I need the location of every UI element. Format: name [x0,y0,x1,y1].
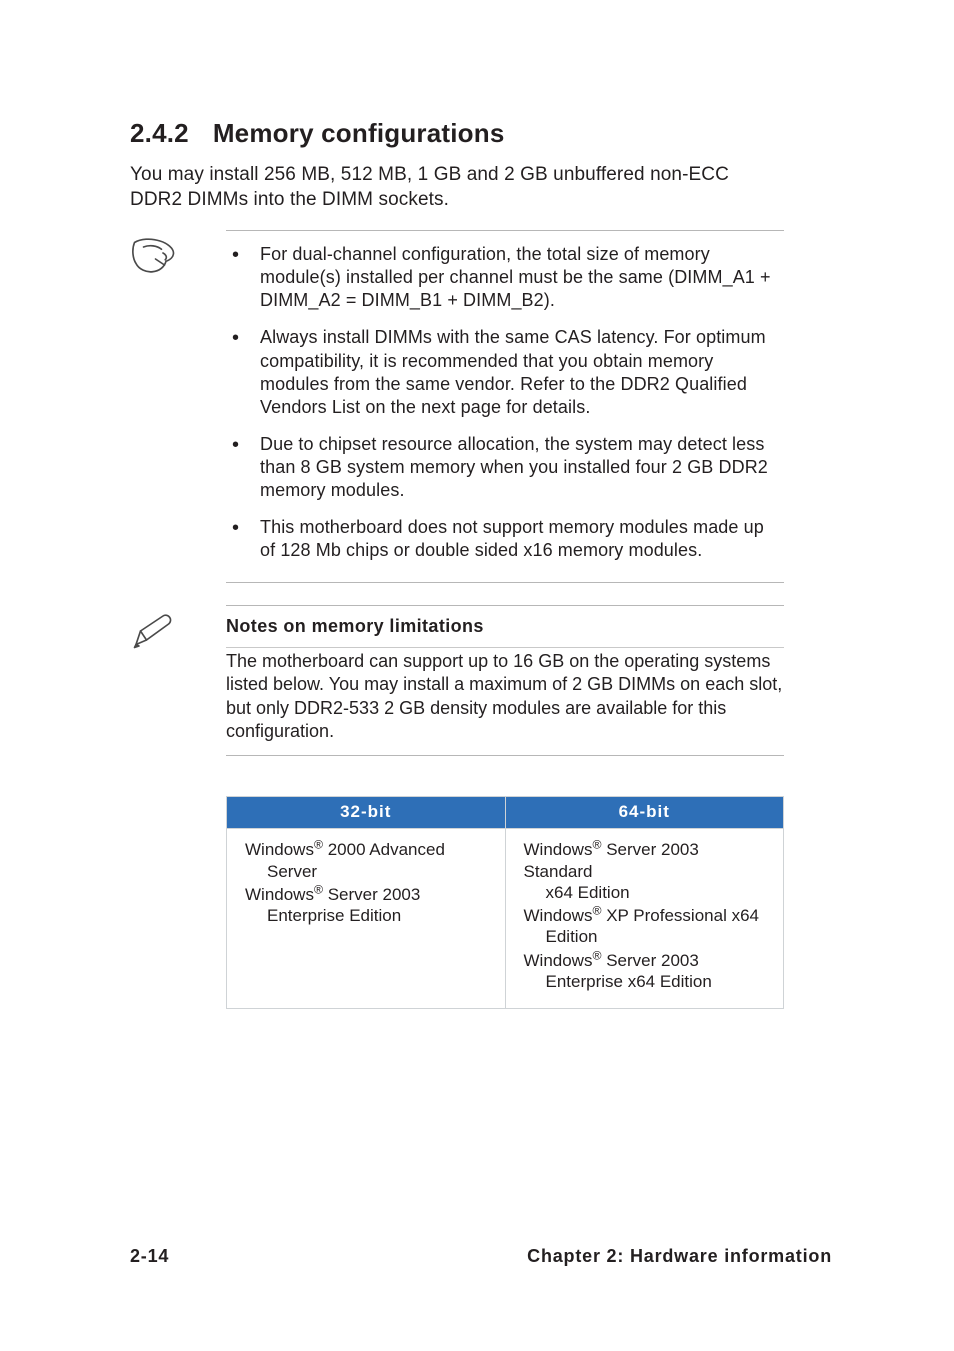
document-page: 2.4.2 Memory configurations You may insta… [0,0,954,1351]
divider [226,755,784,756]
table-header-64bit: 64-bit [505,797,784,829]
os-entry: Windows® 2000 Advanced Server [245,839,491,882]
bullet-list: For dual-channel configuration, the tota… [226,231,784,581]
list-item: This motherboard does not support memory… [226,516,778,562]
os-line: Windows® Server 2003 [245,884,491,905]
list-item: For dual-channel configuration, the tota… [226,243,778,312]
os-line: Windows® Server 2003 [524,950,770,971]
section-title: Memory configurations [213,118,505,148]
os-entry: Windows® Server 2003 Enterprise x64 Edit… [524,950,770,993]
cell-64bit: Windows® Server 2003 Standard x64 Editio… [505,829,784,1009]
cell-32bit: Windows® 2000 Advanced Server Windows® S… [227,829,506,1009]
note-block-important: For dual-channel configuration, the tota… [130,230,784,582]
notes-paragraph: The motherboard can support up to 16 GB … [226,648,784,756]
os-support-table: 32-bit 64-bit Windows® 2000 Advanced Ser… [226,796,784,1009]
page-number: 2-14 [130,1246,169,1267]
os-entry: Windows® XP Professional x64 Edition [524,905,770,948]
os-line: Edition [524,926,770,947]
spacer [130,583,784,605]
os-entry: Windows® Server 2003 Enterprise Edition [245,884,491,927]
os-line: Server [245,861,491,882]
os-entry: Windows® Server 2003 Standard x64 Editio… [524,839,770,903]
note-block-pencil: Notes on memory limitations The motherbo… [130,605,784,1009]
table-row: Windows® 2000 Advanced Server Windows® S… [227,829,784,1009]
section-heading: 2.4.2 Memory configurations [130,118,784,149]
note-body: For dual-channel configuration, the tota… [226,230,784,582]
table-header-32bit: 32-bit [227,797,506,829]
list-item: Due to chipset resource allocation, the … [226,433,778,502]
chapter-title: Chapter 2: Hardware information [527,1246,832,1267]
notes-subtitle: Notes on memory limitations [226,606,784,647]
pencil-note-icon [130,605,226,656]
os-line: x64 Edition [524,882,770,903]
intro-paragraph: You may install 256 MB, 512 MB, 1 GB and… [130,163,784,212]
divider [226,582,784,583]
os-line: Windows® Server 2003 Standard [524,839,770,882]
os-line: Enterprise x64 Edition [524,971,770,992]
os-line: Windows® 2000 Advanced [245,839,491,860]
os-line: Enterprise Edition [245,905,491,926]
os-line: Windows® XP Professional x64 [524,905,770,926]
list-item: Always install DIMMs with the same CAS l… [226,326,778,418]
section-number: 2.4.2 [130,118,189,149]
note-body: Notes on memory limitations The motherbo… [226,605,784,1009]
hand-pointing-icon [130,230,226,281]
page-footer: 2-14 Chapter 2: Hardware information [130,1246,832,1267]
